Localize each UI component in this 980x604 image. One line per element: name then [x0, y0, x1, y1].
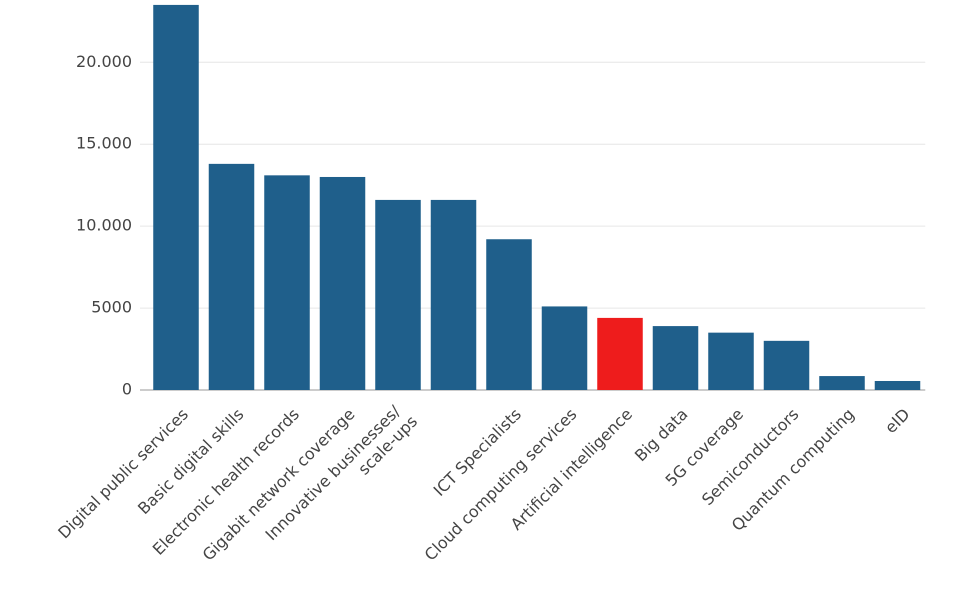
bar [541, 306, 588, 390]
bar [486, 239, 532, 390]
bar [874, 380, 921, 390]
bar [375, 199, 421, 390]
bar [597, 317, 643, 390]
y-tick-label: 10.000 [76, 216, 132, 235]
y-tick-label: 20.000 [76, 52, 132, 71]
bar [708, 332, 754, 390]
bar [430, 199, 477, 390]
bar [264, 175, 310, 390]
y-tick-label: 15.000 [76, 134, 132, 153]
y-tick-label: 0 [122, 380, 132, 399]
bar [763, 340, 810, 390]
bar [819, 376, 865, 390]
x-tick-label: Basic digital skills [134, 405, 248, 519]
bar [208, 163, 255, 390]
bar [319, 176, 366, 390]
bar [652, 326, 699, 390]
y-tick-label: 5000 [91, 298, 132, 317]
x-tick-label: Semiconductors [698, 405, 803, 510]
x-tick-label: eID [881, 405, 913, 437]
bar [153, 4, 199, 391]
